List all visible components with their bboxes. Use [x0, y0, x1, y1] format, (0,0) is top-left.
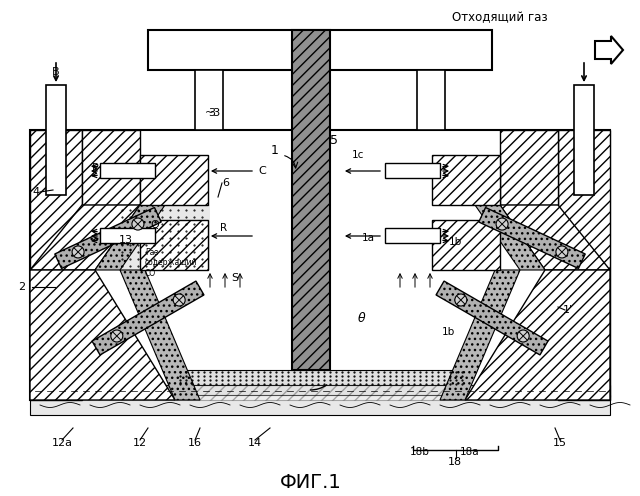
Text: 12a: 12a — [51, 438, 72, 448]
Text: 16: 16 — [188, 438, 202, 448]
Circle shape — [455, 294, 467, 306]
Polygon shape — [140, 220, 208, 270]
FancyArrow shape — [595, 36, 623, 64]
Circle shape — [556, 246, 568, 258]
Polygon shape — [385, 163, 440, 178]
Text: 4: 4 — [33, 187, 40, 197]
Text: 1a: 1a — [362, 233, 374, 243]
Text: 12: 12 — [133, 438, 147, 448]
Polygon shape — [500, 205, 610, 270]
Polygon shape — [140, 155, 208, 205]
Polygon shape — [436, 281, 548, 355]
Polygon shape — [120, 205, 210, 270]
Circle shape — [173, 294, 185, 306]
Text: 1: 1 — [271, 143, 279, 157]
Text: ~3: ~3 — [205, 108, 221, 118]
Polygon shape — [120, 270, 200, 400]
Polygon shape — [148, 30, 492, 70]
Polygon shape — [195, 70, 223, 130]
Text: P: P — [92, 163, 99, 173]
Polygon shape — [30, 385, 610, 397]
Polygon shape — [55, 207, 161, 268]
Circle shape — [517, 330, 529, 342]
Text: 2: 2 — [19, 282, 26, 292]
Polygon shape — [30, 130, 82, 400]
Polygon shape — [95, 205, 165, 270]
Polygon shape — [82, 130, 140, 205]
Text: 18b: 18b — [410, 447, 430, 457]
Polygon shape — [30, 270, 175, 400]
Text: 14: 14 — [248, 438, 262, 448]
Polygon shape — [92, 281, 204, 355]
Text: Q: Q — [150, 220, 159, 230]
Polygon shape — [475, 205, 545, 270]
Text: B: B — [52, 67, 60, 77]
Polygon shape — [500, 130, 558, 205]
Text: 1b: 1b — [442, 327, 454, 337]
Polygon shape — [30, 205, 140, 270]
Polygon shape — [574, 85, 594, 195]
Polygon shape — [417, 70, 445, 130]
Polygon shape — [432, 155, 500, 205]
Text: S: S — [232, 273, 239, 283]
Text: 1': 1' — [563, 305, 573, 315]
Polygon shape — [30, 395, 610, 415]
Text: ФИГ.1: ФИГ.1 — [280, 473, 342, 492]
Polygon shape — [385, 228, 440, 243]
Polygon shape — [30, 130, 610, 400]
Polygon shape — [479, 207, 585, 268]
Polygon shape — [432, 220, 500, 270]
Text: 3: 3 — [209, 108, 216, 118]
Text: C: C — [258, 166, 266, 176]
Text: $\theta$: $\theta$ — [357, 311, 367, 325]
Text: 1b: 1b — [449, 237, 461, 247]
Text: Газ
содержащий
СО: Газ содержащий СО — [145, 248, 198, 278]
Text: 13: 13 — [119, 235, 133, 245]
Polygon shape — [100, 228, 155, 243]
Text: Отходящий газ: Отходящий газ — [452, 11, 548, 24]
Polygon shape — [175, 370, 465, 388]
Polygon shape — [46, 85, 66, 195]
Text: R: R — [220, 223, 228, 233]
Polygon shape — [30, 385, 610, 400]
Polygon shape — [100, 163, 155, 178]
Text: 6: 6 — [223, 178, 230, 188]
Text: 18: 18 — [448, 457, 462, 467]
Circle shape — [496, 218, 508, 230]
Text: 15: 15 — [553, 438, 567, 448]
Polygon shape — [292, 30, 330, 370]
Polygon shape — [440, 270, 520, 400]
Polygon shape — [558, 130, 610, 400]
Circle shape — [132, 218, 144, 230]
Circle shape — [111, 330, 123, 342]
Text: 1c: 1c — [352, 150, 364, 160]
Text: 5: 5 — [330, 133, 338, 146]
Circle shape — [72, 246, 84, 258]
Text: 18a: 18a — [460, 447, 480, 457]
Polygon shape — [465, 270, 610, 400]
